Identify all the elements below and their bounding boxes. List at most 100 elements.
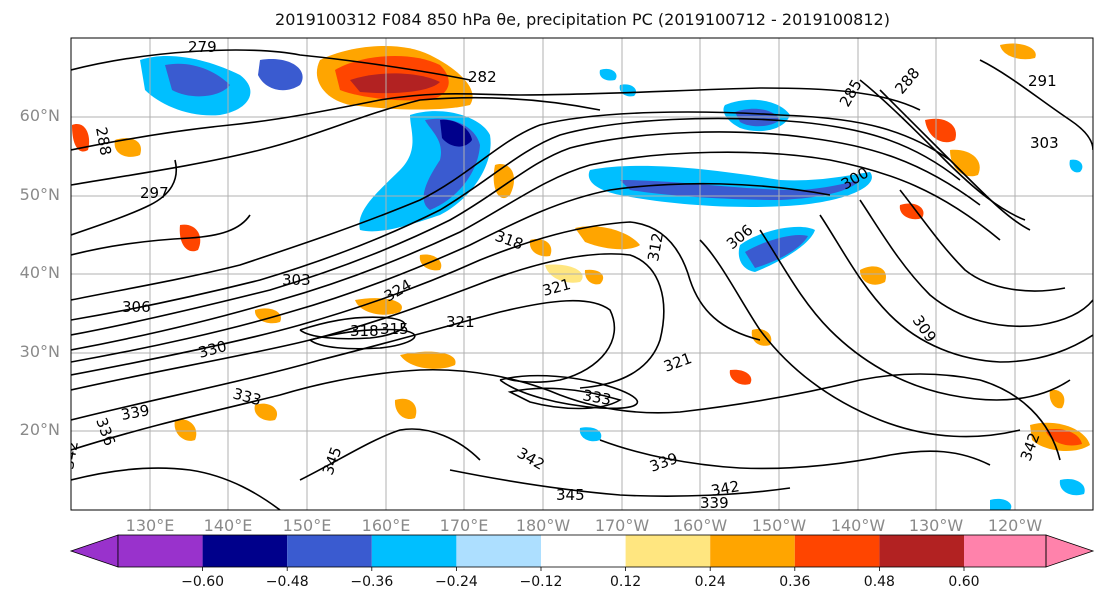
contour-line (819, 214, 1093, 363)
lon-label: 150°W (751, 516, 807, 535)
pc-positive-region (174, 419, 197, 441)
colorbar-label: −0.12 (519, 574, 563, 590)
contour-label: 342 (59, 439, 82, 470)
contour-label: 306 (122, 298, 151, 316)
pc-positive-region (860, 266, 886, 285)
lat-label: 20°N (19, 420, 60, 439)
pc-positive-region (584, 269, 604, 285)
colorbar-high-extension (1045, 534, 1095, 568)
pc-negative-region (599, 68, 617, 81)
colorbar-label: −0.24 (434, 574, 478, 590)
pc-negative-region (1059, 478, 1085, 496)
colorbar-label: −0.48 (265, 574, 309, 590)
lon-label: 160°E (361, 516, 411, 535)
pc-positive-region (529, 239, 552, 257)
contour-label: 288 (92, 126, 115, 157)
contour-label: 339 (700, 494, 729, 512)
pc-positive-region (254, 403, 278, 421)
pc-negative-region (620, 180, 860, 200)
contour-label: 339 (120, 401, 151, 424)
colorbar-label: 0.36 (779, 574, 811, 590)
lon-label: 120°W (987, 516, 1043, 535)
contour-label: 321 (446, 313, 475, 331)
contour-label: 297 (140, 184, 169, 202)
pc-positive-region (751, 329, 772, 346)
pc-positive-region (394, 398, 417, 420)
contour-label: 318 (350, 322, 379, 340)
colorbar-segment (964, 535, 1046, 567)
lon-label: 150°E (282, 516, 332, 535)
contour-line (71, 214, 251, 256)
lat-label: 40°N (19, 263, 60, 282)
figure-title: 2019100312 F084 850 hPa θe, precipitatio… (275, 10, 890, 29)
theta-e-contours (71, 49, 1093, 510)
colorbar-segment (879, 535, 964, 567)
lon-label: 140°E (203, 516, 253, 535)
map-frame (70, 37, 1094, 511)
colorbar-segment (456, 535, 541, 567)
colorbar-segment (710, 535, 795, 567)
pc-positive-region (899, 203, 924, 220)
contour-line (71, 159, 177, 236)
contour-line (71, 117, 961, 321)
contour-line (499, 374, 639, 410)
colorbar-segment (202, 535, 288, 567)
contour-line (71, 131, 981, 336)
contour-line (859, 199, 1093, 328)
contour-line (699, 239, 1021, 438)
contour-line (71, 253, 665, 391)
pc-positive-region (350, 73, 440, 94)
contour-line (71, 151, 1001, 351)
pc-positive-region (729, 369, 752, 385)
contour-line (71, 467, 281, 510)
colorbar-label: 0.12 (610, 574, 642, 590)
contour-label: 303 (282, 271, 311, 289)
colorbar-segment (118, 535, 203, 567)
colorbar-segment (287, 535, 372, 567)
contour-line (859, 79, 1026, 221)
colorbar-segment (794, 535, 880, 567)
contour-label: 291 (1028, 72, 1057, 90)
contour-label: 333 (581, 386, 612, 409)
contour-label: 315 (380, 320, 409, 338)
contour-line (599, 439, 991, 470)
contour-label: 279 (188, 38, 217, 56)
pc-negative-region (1069, 159, 1083, 173)
pc-positive-region (114, 138, 141, 157)
pc-negative-region (258, 59, 303, 91)
colorbar-segment (625, 535, 711, 567)
colorbar-label: 0.60 (948, 574, 980, 590)
lon-label: 130°E (125, 516, 175, 535)
contour-line (71, 49, 471, 81)
lon-label: 130°W (908, 516, 964, 535)
contour-line (71, 182, 831, 363)
colorbar-frame (117, 534, 1047, 568)
contour-line (299, 428, 481, 481)
pc-negative-region (165, 63, 230, 97)
contour-line (759, 229, 1071, 401)
contour-line (71, 221, 761, 376)
pc-positive-region (1049, 389, 1065, 409)
pc-positive-region (1000, 43, 1036, 60)
lat-label: 30°N (19, 342, 60, 361)
colorbar-segment (541, 535, 626, 567)
pc-negative-region (990, 498, 1012, 510)
contour-label: 303 (1030, 134, 1059, 152)
colorbar-label: 0.24 (694, 574, 726, 590)
colorbar-segment (371, 535, 457, 567)
contour-line (899, 189, 1066, 292)
pc-positive-region (355, 298, 402, 315)
contour-line (71, 87, 921, 151)
contour-line (449, 469, 791, 497)
pc-positive-region (950, 149, 980, 177)
pc-positive-region (72, 124, 90, 152)
contour-line (309, 328, 416, 350)
lon-label: 180°W (515, 516, 571, 535)
pc-positive-region (1045, 428, 1082, 446)
contour-label: 345 (556, 486, 585, 504)
pc-positive-region (400, 351, 456, 369)
pc-positive-region (575, 226, 640, 250)
colorbar (69, 534, 1095, 571)
lon-label: 170°E (439, 516, 489, 535)
